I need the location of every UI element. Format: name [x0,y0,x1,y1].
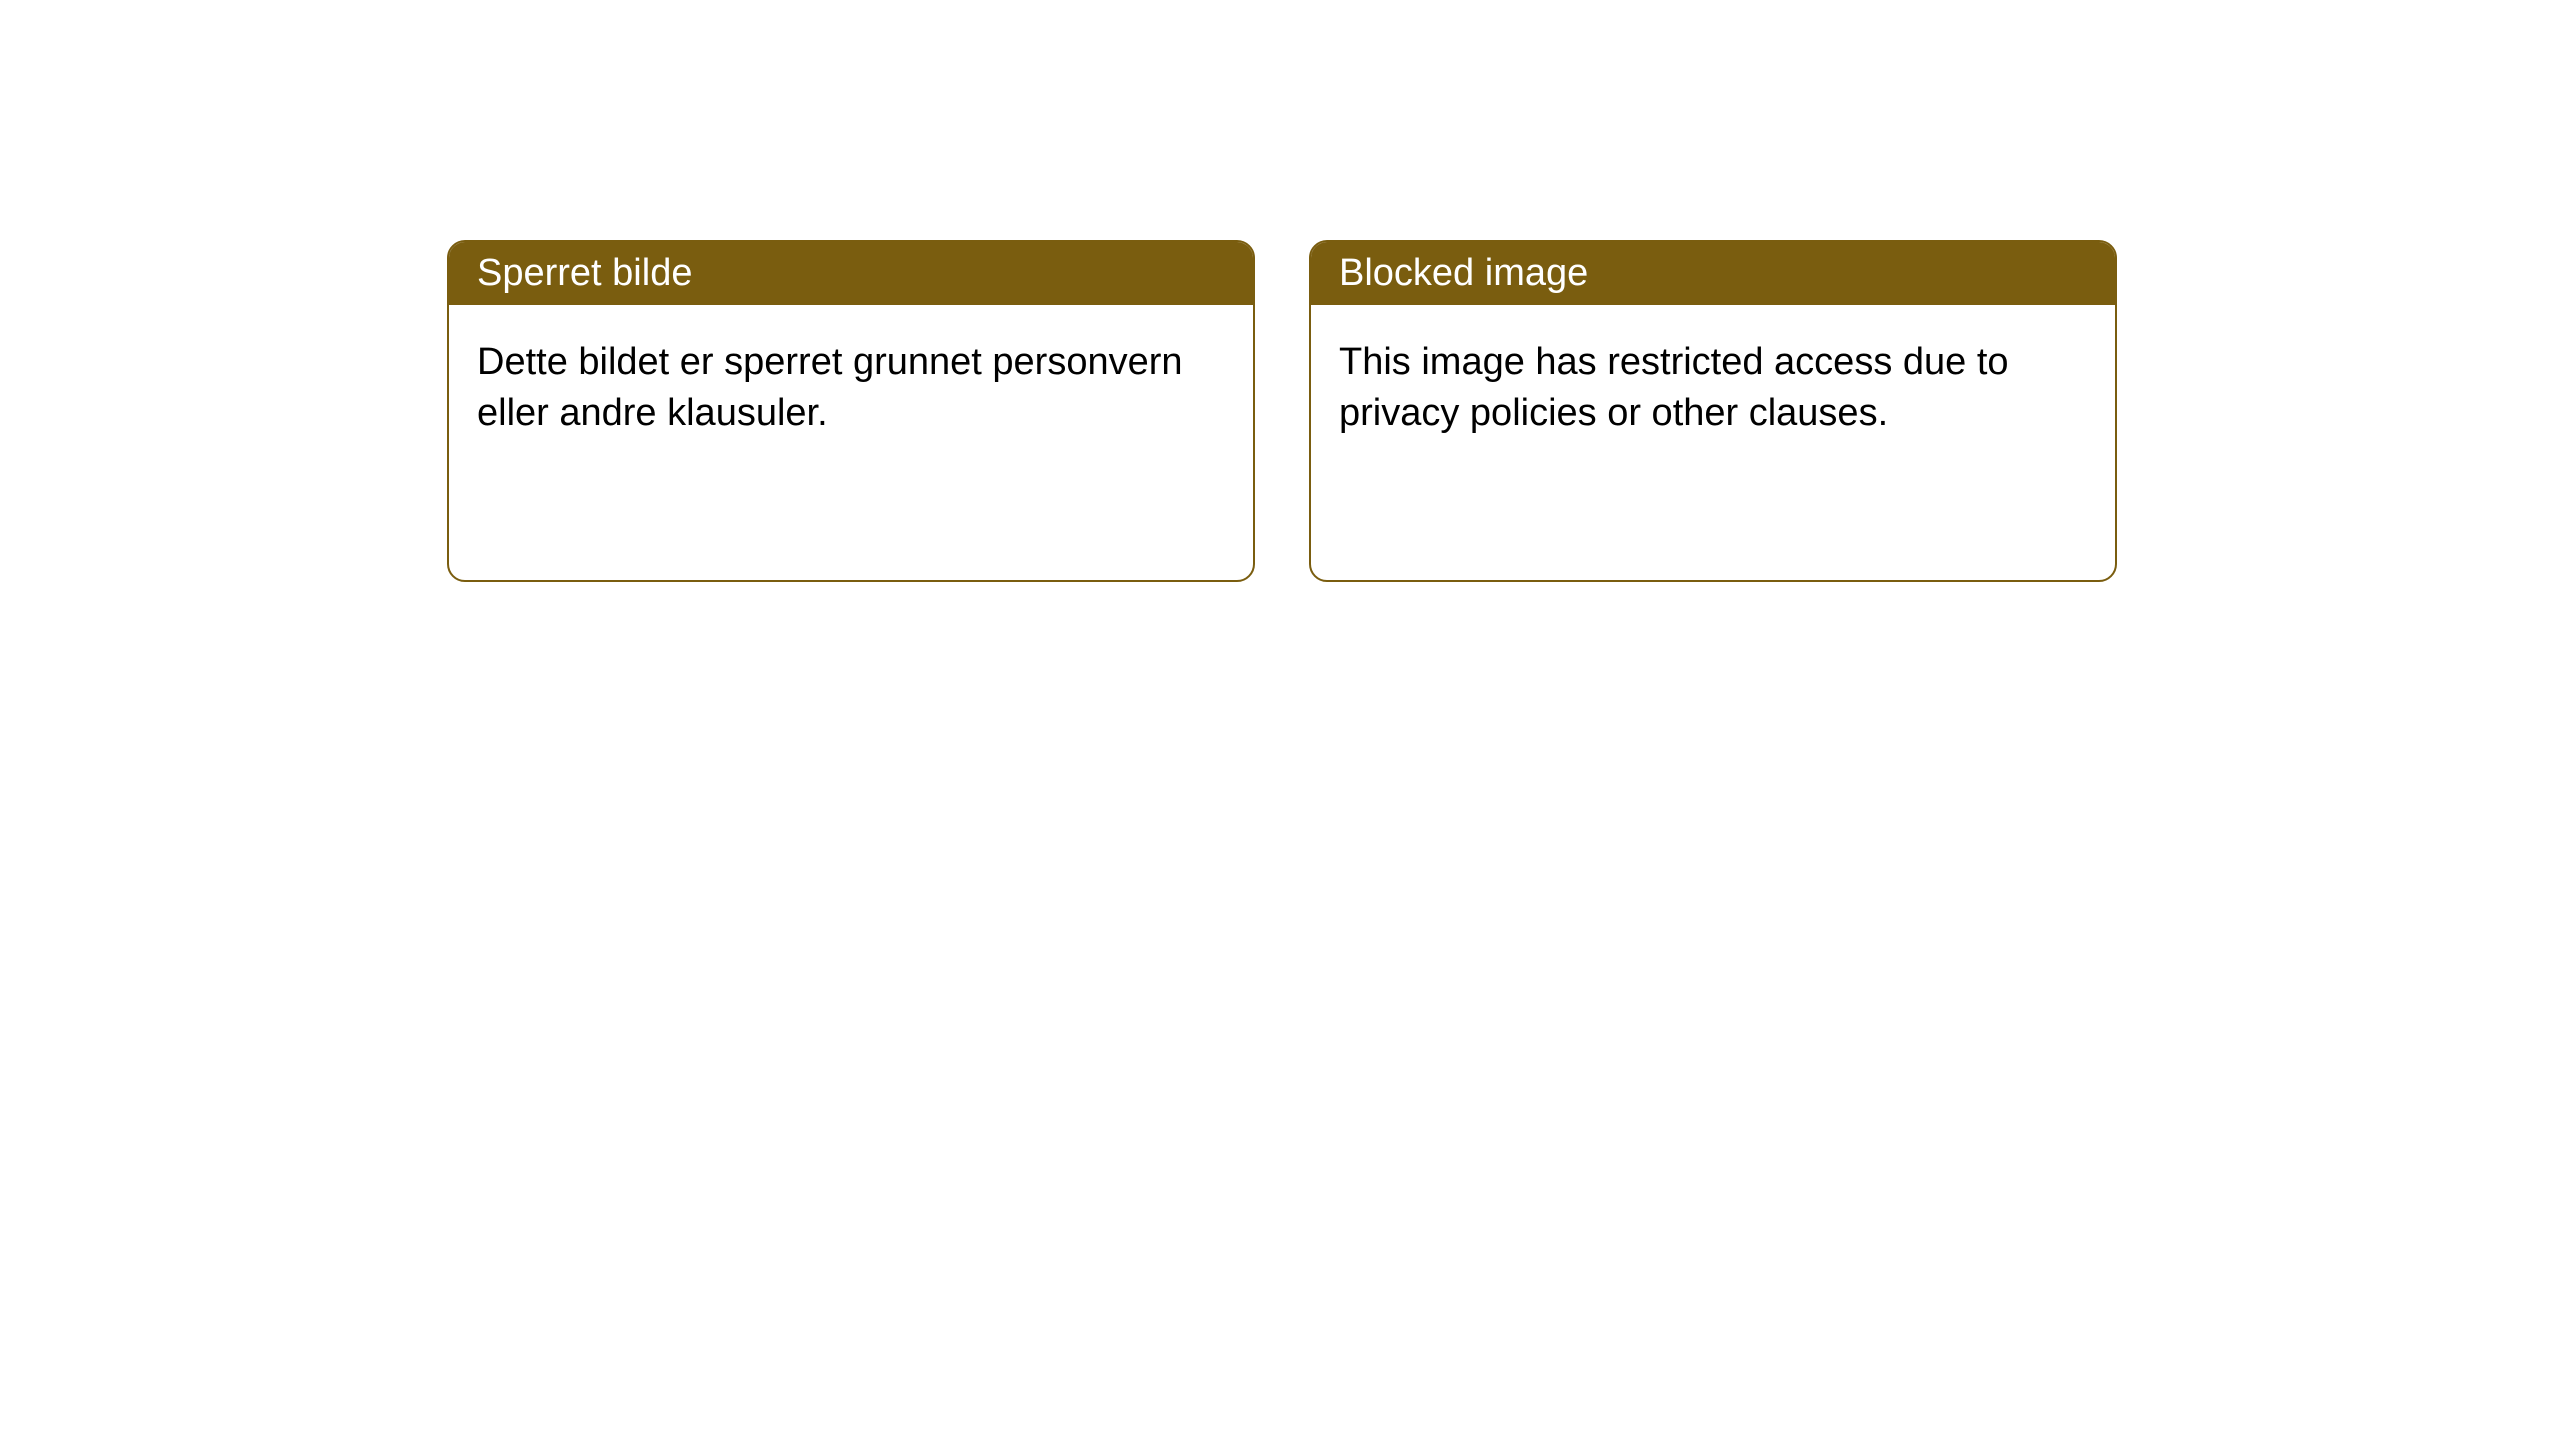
card-header: Sperret bilde [449,242,1253,305]
card-body: Dette bildet er sperret grunnet personve… [449,305,1253,472]
card-body-text: Dette bildet er sperret grunnet personve… [477,341,1183,434]
card-title: Blocked image [1339,252,1588,294]
card-header: Blocked image [1311,242,2115,305]
card-title: Sperret bilde [477,252,692,294]
notice-card-english: Blocked image This image has restricted … [1309,240,2117,582]
card-body: This image has restricted access due to … [1311,305,2115,472]
notice-container: Sperret bilde Dette bildet er sperret gr… [447,240,2117,582]
notice-card-norwegian: Sperret bilde Dette bildet er sperret gr… [447,240,1255,582]
card-body-text: This image has restricted access due to … [1339,341,2009,434]
